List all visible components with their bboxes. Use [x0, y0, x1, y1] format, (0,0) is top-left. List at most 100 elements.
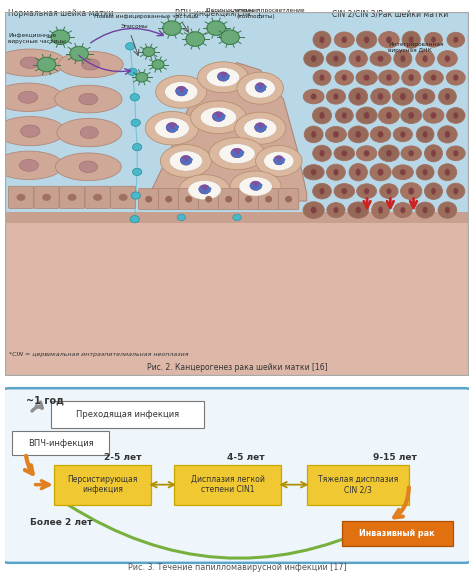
Ellipse shape	[68, 194, 77, 201]
Circle shape	[131, 192, 140, 199]
Ellipse shape	[430, 112, 437, 119]
Ellipse shape	[311, 93, 317, 100]
FancyArrowPatch shape	[67, 504, 375, 558]
Ellipse shape	[303, 202, 324, 218]
Circle shape	[207, 21, 226, 35]
Circle shape	[258, 183, 263, 187]
Ellipse shape	[165, 196, 172, 203]
Circle shape	[70, 46, 88, 61]
Ellipse shape	[319, 75, 325, 81]
Ellipse shape	[378, 131, 383, 138]
Circle shape	[221, 30, 239, 45]
Ellipse shape	[401, 146, 421, 161]
Ellipse shape	[392, 165, 413, 180]
Ellipse shape	[364, 36, 369, 43]
Ellipse shape	[334, 146, 355, 161]
Text: 4-5 лет: 4-5 лет	[228, 453, 265, 462]
Circle shape	[182, 161, 187, 165]
Ellipse shape	[400, 131, 406, 137]
Ellipse shape	[431, 150, 436, 157]
Circle shape	[130, 215, 139, 223]
Ellipse shape	[409, 74, 414, 81]
Ellipse shape	[364, 150, 369, 157]
Ellipse shape	[370, 51, 391, 66]
Ellipse shape	[416, 50, 435, 67]
Ellipse shape	[453, 36, 458, 43]
Ellipse shape	[415, 89, 435, 104]
Polygon shape	[144, 63, 307, 201]
Ellipse shape	[333, 169, 338, 176]
Ellipse shape	[319, 36, 325, 43]
Circle shape	[171, 129, 176, 133]
FancyBboxPatch shape	[219, 188, 239, 210]
Ellipse shape	[231, 148, 243, 158]
Text: 2-5 лет: 2-5 лет	[104, 453, 142, 462]
Ellipse shape	[255, 83, 265, 92]
Ellipse shape	[349, 164, 367, 181]
Ellipse shape	[326, 51, 346, 66]
Ellipse shape	[422, 207, 428, 214]
Ellipse shape	[20, 57, 40, 69]
FancyBboxPatch shape	[179, 188, 199, 210]
Circle shape	[183, 89, 188, 92]
Ellipse shape	[212, 112, 225, 122]
Ellipse shape	[335, 70, 354, 85]
Ellipse shape	[393, 127, 412, 141]
Ellipse shape	[453, 188, 458, 194]
Ellipse shape	[218, 72, 228, 81]
Ellipse shape	[160, 144, 211, 177]
Ellipse shape	[447, 32, 465, 48]
Circle shape	[206, 189, 210, 193]
Ellipse shape	[169, 151, 202, 171]
Ellipse shape	[201, 107, 237, 127]
Ellipse shape	[408, 188, 414, 195]
Circle shape	[231, 151, 236, 154]
Ellipse shape	[207, 68, 240, 87]
Text: ВПЧ-инфекция: ВПЧ-инфекция	[27, 438, 93, 447]
Ellipse shape	[378, 107, 399, 124]
Ellipse shape	[445, 131, 450, 138]
Ellipse shape	[447, 70, 465, 85]
Ellipse shape	[356, 146, 377, 161]
Ellipse shape	[378, 56, 383, 62]
Ellipse shape	[392, 88, 413, 105]
Ellipse shape	[0, 49, 66, 76]
Circle shape	[233, 154, 237, 157]
Circle shape	[201, 190, 205, 194]
Text: Более 2 лет: Более 2 лет	[30, 518, 93, 527]
Ellipse shape	[401, 55, 405, 62]
Ellipse shape	[370, 126, 391, 143]
Ellipse shape	[445, 168, 450, 176]
Text: Эписомы: Эписомы	[121, 24, 148, 29]
Circle shape	[240, 151, 244, 154]
Circle shape	[237, 154, 241, 158]
Circle shape	[131, 119, 140, 126]
Circle shape	[219, 77, 224, 81]
Ellipse shape	[255, 146, 302, 177]
FancyBboxPatch shape	[158, 188, 179, 210]
Ellipse shape	[356, 55, 361, 62]
Circle shape	[152, 60, 164, 69]
Ellipse shape	[145, 196, 152, 203]
FancyBboxPatch shape	[278, 188, 299, 210]
Ellipse shape	[199, 185, 210, 194]
Circle shape	[259, 129, 264, 133]
Ellipse shape	[273, 156, 284, 165]
Ellipse shape	[42, 194, 51, 201]
Circle shape	[217, 75, 222, 78]
FancyBboxPatch shape	[51, 401, 204, 428]
Ellipse shape	[327, 203, 345, 218]
Ellipse shape	[423, 108, 444, 123]
Bar	[5, 212, 469, 376]
Ellipse shape	[349, 88, 368, 105]
Ellipse shape	[335, 108, 353, 123]
Ellipse shape	[58, 52, 123, 77]
Ellipse shape	[356, 93, 361, 100]
FancyArrowPatch shape	[394, 487, 409, 517]
Ellipse shape	[230, 171, 281, 202]
Ellipse shape	[416, 126, 434, 143]
Circle shape	[163, 21, 181, 35]
Ellipse shape	[313, 183, 331, 199]
Text: Нормальная шейка матки: Нормальная шейка матки	[8, 9, 113, 18]
Ellipse shape	[319, 150, 325, 157]
